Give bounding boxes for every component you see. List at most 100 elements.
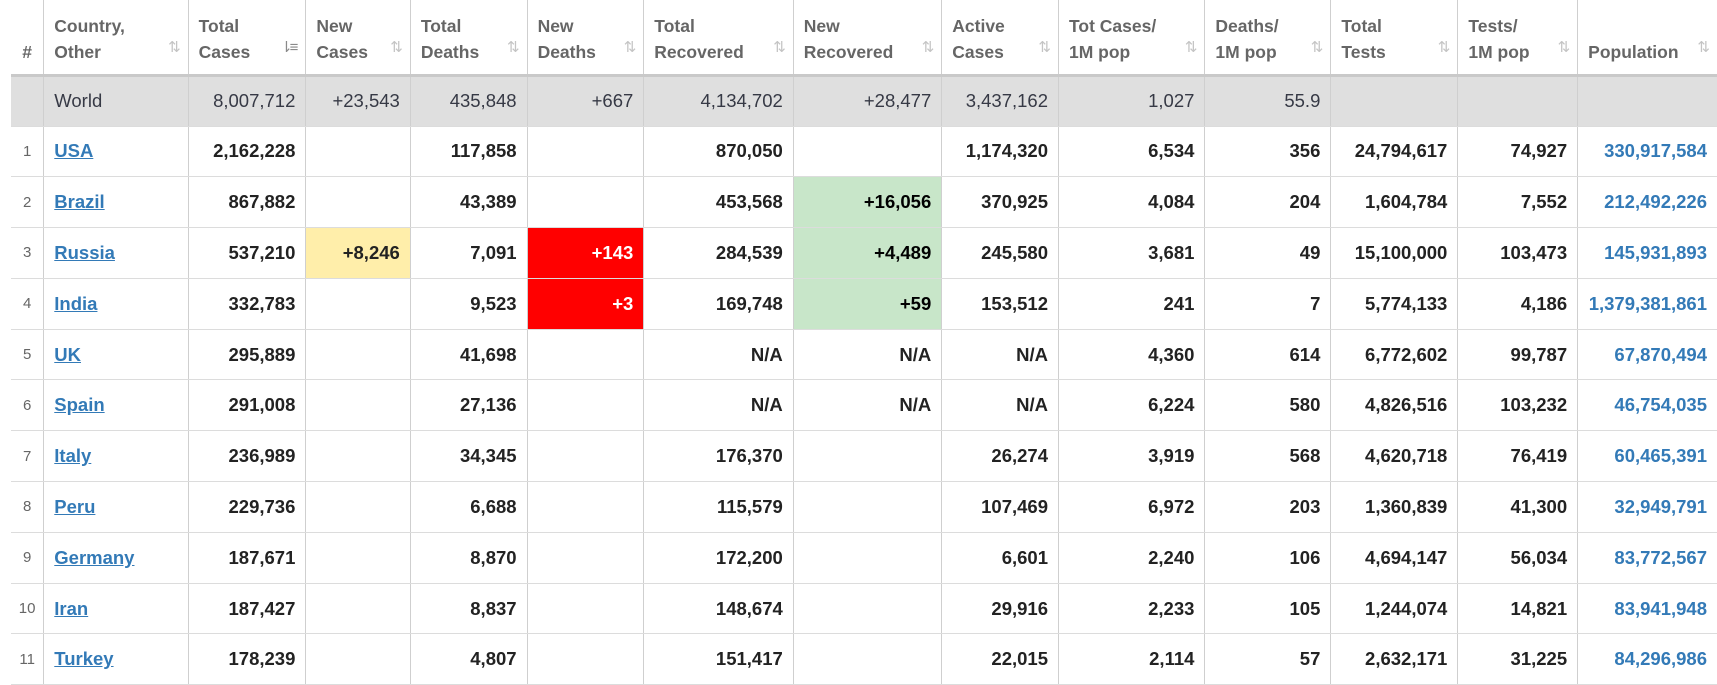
cell-total-recovered: 176,370	[643, 430, 794, 483]
sort-icon[interactable]: ⇅	[1557, 38, 1570, 56]
cell-country: Spain	[43, 379, 189, 432]
cell-total-cases: 291,008	[188, 379, 307, 432]
cell-new-cases	[305, 176, 411, 229]
country-link[interactable]: Spain	[54, 394, 105, 416]
cell-idx: 11	[11, 633, 45, 685]
cell-cases-per-m: 3,681	[1058, 227, 1206, 279]
cell-idx: 7	[11, 430, 45, 483]
cell-population: 32,949,791	[1577, 481, 1717, 533]
cell-new-recovered	[793, 583, 943, 635]
sort-icon[interactable]: ⇅	[921, 38, 934, 56]
cell-cases-per-m: 2,240	[1058, 532, 1206, 584]
header-label-line1: #	[22, 41, 32, 62]
column-header-total-deaths[interactable]: Total Deaths ⇅	[410, 0, 528, 77]
cell-total-deaths: 8,870	[410, 532, 528, 584]
sort-icon[interactable]: ⇅	[1310, 38, 1323, 56]
cell-new-deaths: +143	[527, 227, 645, 279]
cell-idx: 1	[11, 126, 45, 178]
cell-total-recovered: 4,134,702	[643, 75, 794, 127]
country-link[interactable]: UK	[54, 343, 81, 365]
column-header-total-recovered[interactable]: Total Recovered ⇅	[643, 0, 794, 77]
cell-new-cases	[305, 532, 411, 584]
header-row: # Country, Other ⇅ Total Cases ⇂≡ New Cases ⇅ Tota…	[11, 0, 1717, 77]
sort-icon[interactable]: ⇅	[506, 38, 519, 56]
cell-total-deaths: 4,807	[410, 633, 528, 685]
cell-active: N/A	[941, 379, 1059, 432]
cell-active: 22,015	[941, 633, 1059, 685]
cell-deaths-per-m: 55.9	[1204, 75, 1332, 127]
country-link[interactable]: Russia	[54, 241, 115, 263]
cell-active: 245,580	[941, 227, 1059, 279]
column-header-new-recovered[interactable]: New Recovered ⇅	[793, 0, 943, 77]
country-link[interactable]: Germany	[54, 546, 135, 568]
sort-icon[interactable]: ⇅	[390, 38, 402, 56]
column-header-new-deaths[interactable]: New Deaths ⇅	[527, 0, 645, 77]
country-link[interactable]: Turkey	[54, 648, 114, 670]
table-header: # Country, Other ⇅ Total Cases ⇂≡ New Cases ⇅ Tota…	[11, 0, 1717, 77]
sort-icon[interactable]: ⇅	[168, 38, 180, 56]
cell-country: Russia	[43, 227, 189, 279]
sort-icon[interactable]: ⇅	[623, 38, 636, 56]
table-row: 1 USA 2,162,228 117,858 870,050 1,174,320 6,53…	[11, 126, 1717, 178]
header-label-line2: Tests	[1341, 41, 1386, 62]
cell-idx: 9	[11, 532, 45, 584]
sort-icon[interactable]: ⇅	[1437, 38, 1450, 56]
sort-icon[interactable]: ⇂≡	[280, 38, 298, 56]
country-link[interactable]: Peru	[54, 495, 96, 517]
cell-cases-per-m: 3,919	[1058, 430, 1206, 483]
cell-total-tests: 4,694,147	[1330, 532, 1459, 584]
cell-total-cases: 187,671	[188, 532, 307, 584]
cell-tests-per-m: 56,034	[1457, 532, 1579, 584]
country-link[interactable]: USA	[54, 140, 94, 162]
header-label-line1: Active	[952, 15, 1005, 36]
cell-population: 330,917,584	[1577, 126, 1717, 178]
country-link[interactable]: Italy	[54, 445, 92, 467]
column-header-new-cases[interactable]: New Cases ⇅	[305, 0, 411, 77]
table-row: 6 Spain 291,008 27,136 N/A N/A N/A 6,224 580 4,82…	[11, 379, 1717, 432]
cell-total-tests: 1,244,074	[1330, 583, 1459, 635]
cell-new-recovered: N/A	[793, 329, 943, 381]
header-label-line2: Recovered	[803, 41, 894, 62]
cell-cases-per-m: 6,224	[1058, 379, 1206, 432]
header-label-line2: 1M pop	[1069, 41, 1131, 62]
cell-total-tests: 2,632,171	[1330, 633, 1459, 685]
cell-total-cases: 867,882	[188, 176, 307, 229]
sort-icon[interactable]: ⇅	[1184, 38, 1197, 56]
column-header-country[interactable]: Country, Other ⇅	[43, 0, 189, 77]
column-header-total-tests[interactable]: Total Tests ⇅	[1330, 0, 1459, 77]
country-link[interactable]: Iran	[54, 597, 89, 619]
cell-population: 212,492,226	[1577, 176, 1717, 229]
table-row: 5 UK 295,889 41,698 N/A N/A N/A 4,360 614 6,772,6…	[11, 329, 1717, 381]
cell-new-recovered: +59	[793, 278, 943, 330]
sort-icon[interactable]: ⇅	[1697, 38, 1709, 56]
column-header-deaths-per-m[interactable]: Deaths/1M pop ⇅	[1204, 0, 1332, 77]
cell-total-deaths: 9,523	[410, 278, 528, 330]
country-link[interactable]: Brazil	[54, 191, 105, 213]
cell-new-recovered: +4,489	[793, 227, 943, 279]
header-label-line1: Total	[1341, 15, 1382, 36]
cell-idx: 8	[11, 481, 45, 533]
cell-total-tests: 4,826,516	[1330, 379, 1459, 432]
cell-tests-per-m: 4,186	[1457, 278, 1579, 330]
column-header-tests-per-m[interactable]: Tests/1M pop ⇅	[1457, 0, 1579, 77]
column-header-cases-per-m[interactable]: Tot Cases/1M pop ⇅	[1058, 0, 1206, 77]
cell-total-recovered: 172,200	[643, 532, 794, 584]
column-header-idx: #	[11, 0, 45, 77]
column-header-population[interactable]: Population ⇅	[1577, 0, 1717, 77]
sort-icon[interactable]: ⇅	[1038, 38, 1050, 56]
cell-total-deaths: 43,389	[410, 176, 528, 229]
table-row: 11 Turkey 178,239 4,807 151,417 22,015 2,114 57…	[11, 633, 1717, 685]
cell-total-cases: 187,427	[188, 583, 307, 635]
sort-icon[interactable]: ⇅	[773, 38, 785, 56]
cell-new-deaths: +667	[527, 75, 645, 127]
cell-country: Peru	[43, 481, 189, 533]
header-label-line1: Total	[420, 15, 462, 36]
cell-deaths-per-m: 614	[1204, 329, 1332, 381]
column-header-active[interactable]: Active Cases ⇅	[941, 0, 1059, 77]
cell-total-tests: 1,604,784	[1330, 176, 1459, 229]
header-label-line2: Deaths	[537, 41, 596, 62]
cell-total-tests: 6,772,602	[1330, 329, 1459, 381]
country-link[interactable]: India	[54, 292, 98, 314]
cell-cases-per-m: 4,360	[1058, 329, 1206, 381]
column-header-total-cases[interactable]: Total Cases ⇂≡	[188, 0, 307, 77]
